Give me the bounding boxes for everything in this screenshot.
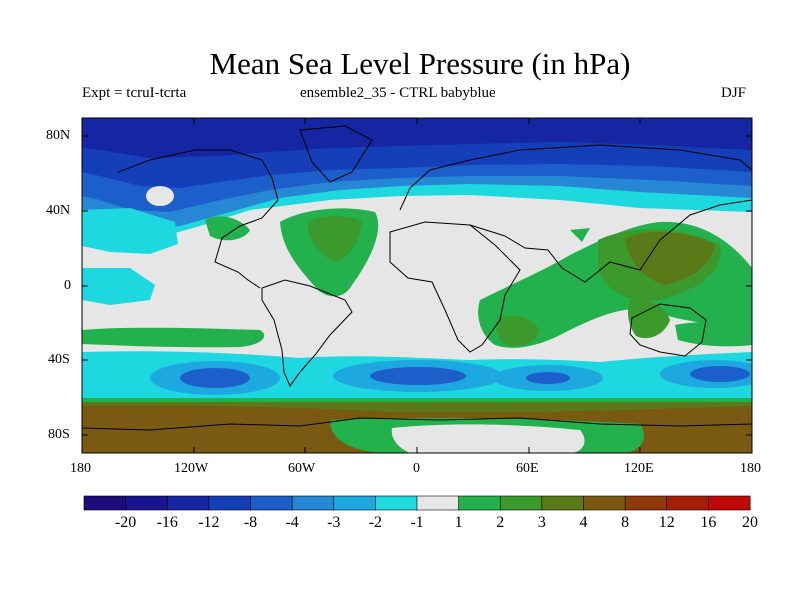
south-pacific-low-4 (180, 368, 250, 388)
lat-label-40n: 40N (46, 203, 71, 218)
colorbar-swatch (499, 495, 543, 511)
colorbar-label: 8 (621, 514, 629, 531)
colorbar-swatch (708, 495, 751, 511)
gulf-positive (205, 216, 250, 241)
lon-label-60w: 60W (288, 461, 316, 476)
colorbar-swatch (83, 495, 127, 511)
map-title: Mean Sea Level Pressure (in hPa) (209, 46, 631, 81)
colorbar-swatch (208, 495, 252, 511)
colorbar-label: 12 (659, 514, 675, 531)
colorbar-swatch (416, 495, 460, 511)
pressure-field (82, 118, 752, 453)
north-band-12 (82, 118, 752, 158)
lon-label-180e: 180 (740, 461, 761, 476)
north-pacific-high-spot (146, 186, 174, 206)
lon-label-120w: 120W (174, 461, 209, 476)
colorbar-swatch (458, 495, 501, 511)
colorbar-label: 2 (496, 514, 504, 531)
greenland-coast (299, 125, 373, 183)
colorbar-label: -1 (410, 514, 423, 531)
antarctica-coast (82, 417, 752, 431)
colorbar-label: 3 (538, 514, 546, 531)
atlantic-positive-3 (307, 216, 362, 262)
colorbar-label: 16 (700, 514, 716, 531)
colorbar-swatch (583, 495, 626, 511)
south-america-coast (261, 279, 353, 388)
lat-label-0: 0 (64, 278, 71, 293)
west-pacific-positive-4 (625, 231, 715, 285)
australia-positive-3 (628, 299, 670, 339)
south-atlantic-low-4 (370, 367, 466, 385)
colorbar-swatch (666, 495, 709, 511)
lon-label-60e: 60E (516, 461, 539, 476)
colorbar: -20 -16 -12 -8 -4 -3 -2 -1 1 2 3 4 8 12 16 20 (83, 495, 758, 531)
colorbar-label: -2 (369, 514, 382, 531)
ensemble-label: ensemble2_35 - CTRL babyblue (300, 85, 496, 101)
colorbar-label: 4 (580, 514, 588, 531)
colorbar-swatch (125, 495, 168, 511)
lon-label-0: 0 (413, 461, 420, 476)
tropical-atlantic-low (82, 268, 155, 305)
colorbar-label: -8 (244, 514, 257, 531)
colorbar-label: -20 (115, 514, 136, 531)
colorbar-swatch (624, 495, 668, 511)
north-pacific-lobe (82, 208, 178, 254)
asian-positive (570, 228, 590, 242)
colorbar-swatch (375, 495, 418, 511)
australia-coast (629, 303, 707, 357)
colorbar-label: 1 (455, 514, 463, 531)
colorbar-swatch (541, 495, 585, 511)
antarctic-neutral (391, 424, 585, 453)
colorbar-label: -12 (198, 514, 219, 531)
eurasia-coast (399, 144, 752, 283)
north-america-coast (117, 149, 279, 289)
coastlines (82, 125, 752, 431)
colorbar-swatch (250, 495, 293, 511)
madagascar-positive-3 (496, 315, 540, 347)
season-label: DJF (721, 85, 747, 101)
axis-ticks (81, 118, 753, 453)
lon-label-180w: 180 (70, 461, 91, 476)
east-pacific-positive (675, 322, 752, 347)
south-atlantic-positive (82, 327, 265, 348)
lon-label-120e: 120E (624, 461, 654, 476)
south-indian-low-4 (526, 372, 570, 384)
colorbar-label: -16 (157, 514, 178, 531)
colorbar-label: -3 (327, 514, 340, 531)
colorbar-swatch (333, 495, 376, 511)
south-pacific-east-low-4 (690, 366, 750, 382)
colorbar-swatch (291, 495, 335, 511)
experiment-label: Expt = tcruI-tcrta (82, 85, 187, 101)
lat-label-80n: 80N (46, 128, 71, 143)
colorbar-swatch (166, 495, 210, 511)
lat-label-80s: 80S (48, 427, 70, 442)
colorbar-label: -4 (285, 514, 298, 531)
africa-coast (389, 221, 521, 353)
lat-label-40s: 40S (48, 352, 70, 367)
colorbar-label: 20 (742, 514, 758, 531)
